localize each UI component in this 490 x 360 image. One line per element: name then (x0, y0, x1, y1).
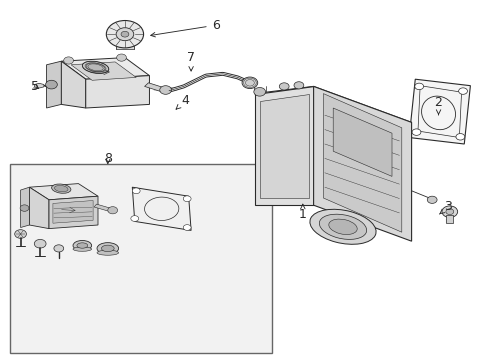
Polygon shape (47, 61, 61, 108)
Ellipse shape (54, 185, 68, 192)
Ellipse shape (310, 209, 376, 244)
Text: 4: 4 (176, 94, 189, 109)
Ellipse shape (101, 245, 114, 252)
Circle shape (415, 83, 423, 90)
Polygon shape (409, 79, 470, 144)
Ellipse shape (77, 243, 88, 248)
Circle shape (459, 88, 467, 94)
Circle shape (54, 245, 64, 252)
Circle shape (64, 57, 74, 64)
Circle shape (242, 77, 258, 89)
Text: 5: 5 (31, 80, 39, 93)
Polygon shape (29, 184, 98, 200)
Polygon shape (132, 187, 191, 230)
Text: 7: 7 (187, 51, 195, 71)
Polygon shape (61, 61, 86, 108)
Polygon shape (94, 204, 113, 212)
Circle shape (20, 205, 29, 211)
Circle shape (446, 209, 454, 215)
Text: 6: 6 (151, 19, 220, 37)
Polygon shape (71, 62, 136, 80)
Circle shape (427, 196, 437, 203)
Ellipse shape (97, 243, 119, 254)
Circle shape (131, 216, 139, 221)
Circle shape (117, 54, 126, 61)
Circle shape (15, 230, 26, 238)
Polygon shape (116, 41, 134, 49)
Text: 3: 3 (440, 201, 452, 214)
Circle shape (108, 207, 118, 214)
Polygon shape (255, 86, 412, 130)
Text: 8: 8 (104, 152, 112, 165)
Circle shape (442, 206, 458, 217)
Polygon shape (446, 215, 453, 223)
Polygon shape (260, 94, 309, 198)
Ellipse shape (97, 250, 119, 255)
Polygon shape (314, 86, 412, 241)
Ellipse shape (73, 240, 92, 251)
Circle shape (34, 239, 46, 248)
Ellipse shape (73, 247, 92, 251)
Polygon shape (333, 108, 392, 176)
Circle shape (456, 134, 465, 140)
Text: 1: 1 (299, 204, 307, 221)
Polygon shape (323, 94, 402, 232)
Polygon shape (86, 76, 149, 108)
Circle shape (132, 188, 140, 194)
Circle shape (183, 196, 191, 202)
Circle shape (412, 129, 421, 135)
Polygon shape (49, 196, 98, 229)
Polygon shape (21, 187, 29, 228)
Circle shape (160, 86, 172, 94)
Polygon shape (145, 83, 166, 92)
Polygon shape (255, 86, 314, 205)
Polygon shape (29, 187, 49, 229)
Ellipse shape (319, 214, 367, 239)
Text: 2: 2 (435, 96, 442, 115)
Circle shape (121, 31, 129, 37)
Polygon shape (53, 201, 93, 223)
Circle shape (254, 87, 266, 96)
Ellipse shape (86, 63, 105, 72)
Polygon shape (34, 83, 44, 88)
Circle shape (46, 80, 57, 89)
Ellipse shape (329, 219, 357, 234)
Polygon shape (61, 58, 149, 79)
Circle shape (116, 28, 134, 41)
Circle shape (106, 21, 144, 48)
Bar (10, 164, 272, 353)
Circle shape (294, 82, 304, 89)
Circle shape (183, 225, 191, 230)
Ellipse shape (51, 184, 71, 193)
Circle shape (279, 83, 289, 90)
Ellipse shape (82, 61, 109, 73)
